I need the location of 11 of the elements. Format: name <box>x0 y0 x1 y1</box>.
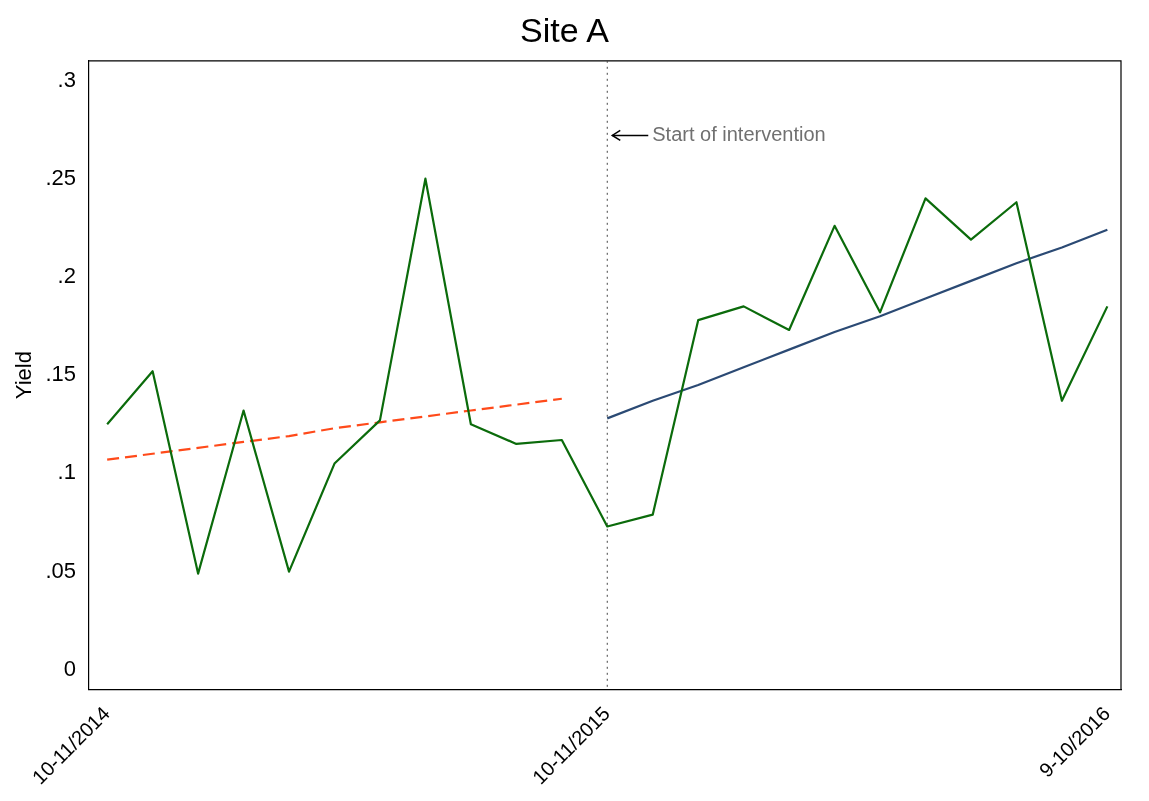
annotation: Start of intervention <box>652 122 826 145</box>
y-tick-label: .1 <box>57 459 76 485</box>
y-axis-title: Yield <box>11 351 37 400</box>
y-tick-label: .05 <box>45 557 76 583</box>
y-tick-label: .2 <box>57 262 76 288</box>
y-tick-label: .25 <box>45 164 76 190</box>
y-tick-label: .3 <box>57 66 76 92</box>
line-series <box>106 397 563 461</box>
y-tick-label: 0 <box>63 655 76 681</box>
y-tick-label: .15 <box>45 361 76 387</box>
chart-title: Site A <box>520 10 610 49</box>
